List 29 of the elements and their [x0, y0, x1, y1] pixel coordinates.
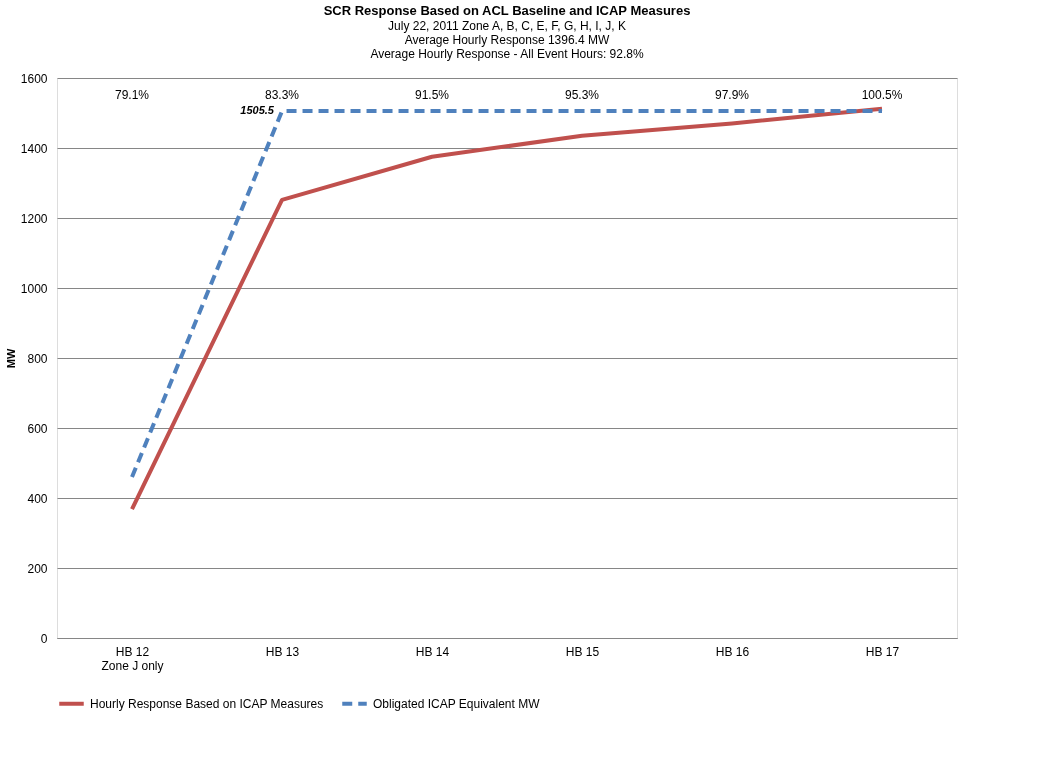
chart-title: SCR Response Based on ACL Baseline and ICAP Measures [323, 3, 691, 18]
x-tick-label: HB 13 [265, 644, 300, 659]
annotation: 1505.5 [240, 104, 275, 117]
annotation: 97.9% [714, 88, 750, 102]
annotation: 95.3% [564, 88, 600, 102]
text: Average Hourly Response - All Event Hours: 92.8% [370, 47, 644, 61]
x-tick-label: HB 15 [565, 644, 600, 659]
y-tick-label: 600 [27, 421, 48, 436]
annotation: 91.5% [414, 88, 450, 102]
annotation: 83.3% [264, 88, 300, 102]
legend-label: Hourly Response Based on ICAP Measures [90, 696, 324, 711]
y-axis-title: MW [4, 348, 17, 369]
x-tick-label: HB 16 [715, 644, 750, 659]
x-tick-label: HB 14 [415, 644, 450, 659]
y-tick-label: 800 [27, 351, 48, 366]
legend-label: Obligated ICAP Equivalent MW [373, 696, 541, 711]
annotation: 100.5% [861, 88, 903, 102]
y-tick-label: 200 [27, 561, 48, 576]
y-tick-label: 1000 [20, 281, 48, 296]
text: Average Hourly Response 1396.4 MW [404, 33, 610, 47]
y-tick-label: 400 [27, 491, 48, 506]
y-tick-label: 1600 [20, 71, 48, 86]
x-tick-label: HB 12 Zone J only [101, 644, 164, 673]
y-tick-label: 1400 [20, 141, 48, 156]
y-tick-label: 1200 [20, 211, 48, 226]
x-tick-label: HB 17 [865, 644, 900, 659]
y-tick-label: 0 [40, 631, 48, 646]
text: July 22, 2011 Zone A, B, C, E, F, G, H, I, J, K [388, 19, 626, 33]
annotation: 79.1% [114, 88, 150, 102]
